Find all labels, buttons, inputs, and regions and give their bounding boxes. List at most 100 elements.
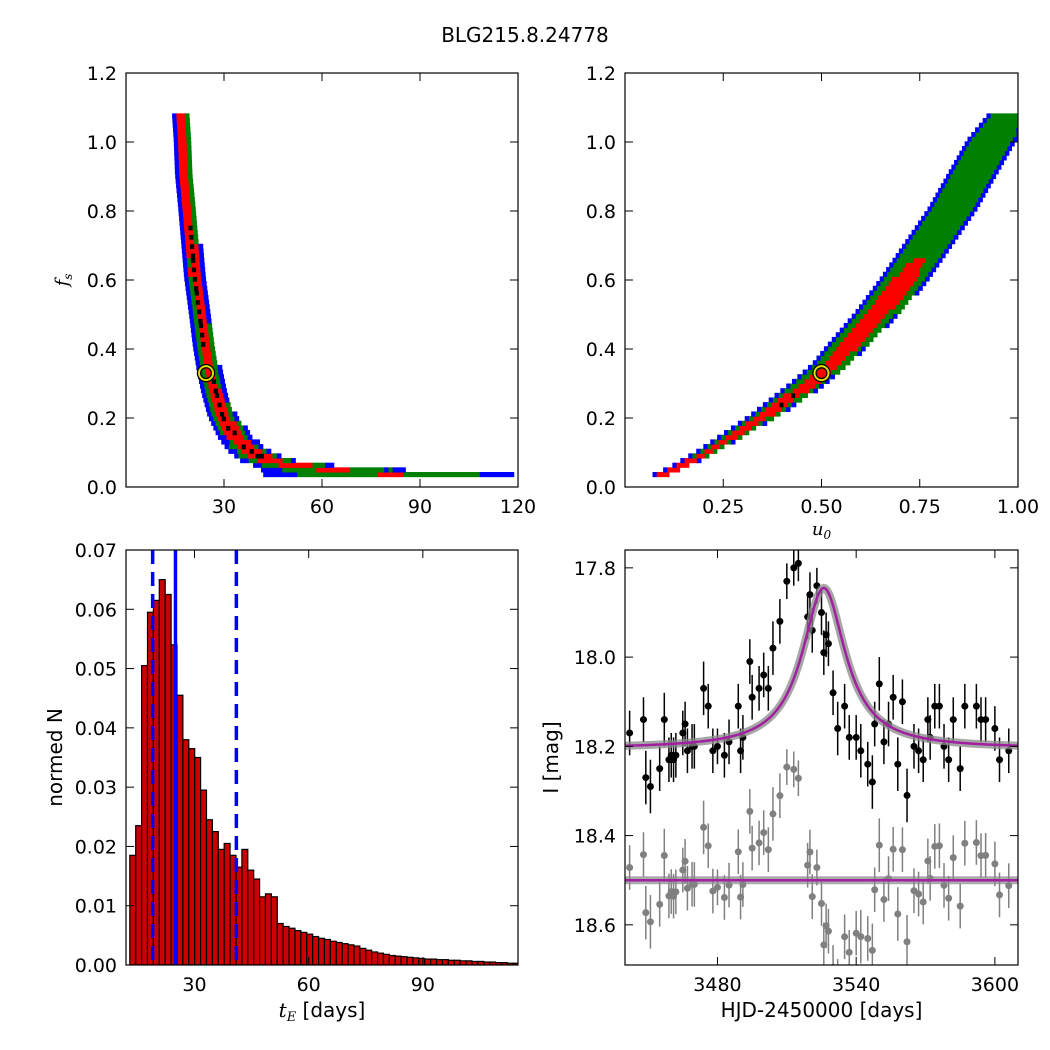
heatmap-cell [433, 471, 438, 478]
heatmap-cell [839, 327, 845, 333]
heatmap-cell [898, 248, 904, 254]
heatmap-cell [225, 402, 231, 408]
heatmap-cell [728, 430, 733, 436]
heatmap-cell [983, 131, 989, 138]
heatmap-cell [886, 295, 892, 301]
data-point [910, 742, 918, 750]
heatmap-cell [995, 145, 1000, 152]
heatmap-cell [207, 322, 213, 329]
x-tick-label: 30 [212, 496, 236, 518]
heatmap-cell [832, 350, 838, 357]
heatmap-cell [975, 201, 981, 208]
heatmap-cell [904, 276, 910, 282]
x-tick-label: 120 [500, 496, 536, 518]
heatmap-cell [987, 127, 993, 133]
heatmap-cell [326, 471, 332, 478]
heatmap-cell [233, 444, 238, 450]
residual-point [746, 807, 754, 815]
heatmap-cell [938, 187, 943, 194]
heatmap-cell [239, 434, 244, 440]
heatmap-cell [943, 178, 949, 184]
heatmap-cell [185, 285, 191, 291]
heatmap-cell [369, 471, 375, 478]
heatmap-cell [872, 327, 878, 333]
heatmap-cell [932, 211, 938, 217]
heatmap-cell [966, 173, 972, 180]
residual-point [845, 948, 853, 956]
x-tick-label: 0.50 [800, 496, 842, 518]
histogram-bar [164, 593, 172, 965]
heatmap-cell [774, 392, 780, 398]
data-point [656, 765, 664, 773]
heatmap-cell [179, 220, 185, 226]
heatmap-cell [788, 388, 794, 394]
heatmap-cell [822, 374, 827, 380]
residual-point [783, 763, 791, 771]
data-point [903, 791, 911, 799]
heatmap-cell [675, 467, 681, 473]
heatmap-cell [219, 374, 225, 380]
heatmap-cell [892, 304, 897, 310]
heatmap-cell [1019, 113, 1024, 118]
heatmap-cell [390, 471, 396, 478]
heatmap-cell [184, 229, 190, 235]
heatmap-cell [904, 257, 910, 263]
heatmap-cell [908, 276, 914, 282]
heatmap-cell [488, 471, 494, 478]
heatmap-cell [186, 136, 192, 142]
heatmap-cell [924, 211, 929, 217]
heatmap-cell [950, 220, 956, 226]
heatmap-cell [820, 355, 826, 361]
heatmap-cell [868, 318, 873, 324]
heatmap-cell [942, 187, 947, 194]
residual-point [639, 851, 647, 859]
residual-point [915, 890, 923, 898]
heatmap-cell [889, 290, 895, 296]
heatmap-cell [220, 378, 225, 384]
heatmap-cell [206, 350, 212, 357]
heatmap-cell [823, 346, 829, 352]
heatmap-cell [195, 299, 201, 305]
histogram-bar [430, 958, 438, 965]
residual-point [808, 893, 816, 901]
heatmap-cell [931, 248, 937, 254]
heatmap-cell [211, 378, 217, 384]
heatmap-cell [930, 220, 935, 226]
heatmap-cell [394, 471, 400, 478]
heatmap-cell [180, 118, 186, 124]
heatmap-cell [214, 406, 220, 412]
heatmap-cell [275, 471, 281, 478]
heatmap-cell [806, 369, 812, 375]
residual-point [720, 894, 728, 902]
heatmap-cell [250, 439, 256, 445]
heatmap-cell [181, 192, 186, 198]
heatmap-cell [980, 192, 986, 198]
heatmap-cell [740, 430, 746, 436]
heatmap-cell [213, 425, 219, 431]
heatmap-cell [201, 281, 207, 287]
heatmap-cell [918, 262, 923, 268]
histogram-bar [323, 938, 331, 965]
heatmap-cell [711, 444, 717, 450]
heatmap-cell [1008, 127, 1013, 133]
heatmap-cell [198, 248, 204, 254]
heatmap-cell [1007, 145, 1013, 152]
heatmap-cell [840, 346, 846, 352]
data-point [794, 559, 802, 567]
heatmap-cell [179, 173, 185, 180]
heatmap-cell [876, 308, 881, 315]
heatmap-cell [194, 318, 199, 324]
heatmap-cell [876, 313, 882, 319]
heatmap-cell [360, 471, 366, 478]
heatmap-cell [484, 471, 489, 478]
heatmap-cell [878, 299, 884, 305]
heatmap-cell [258, 448, 263, 454]
histogram-bar [424, 958, 432, 965]
heatmap-cell [886, 267, 891, 273]
residual-point [656, 900, 664, 908]
heatmap-cell [959, 220, 964, 226]
data-point [991, 724, 999, 732]
heatmap-cell [939, 225, 945, 231]
heatmap-cell [200, 299, 205, 305]
heatmap-cell [906, 243, 911, 249]
